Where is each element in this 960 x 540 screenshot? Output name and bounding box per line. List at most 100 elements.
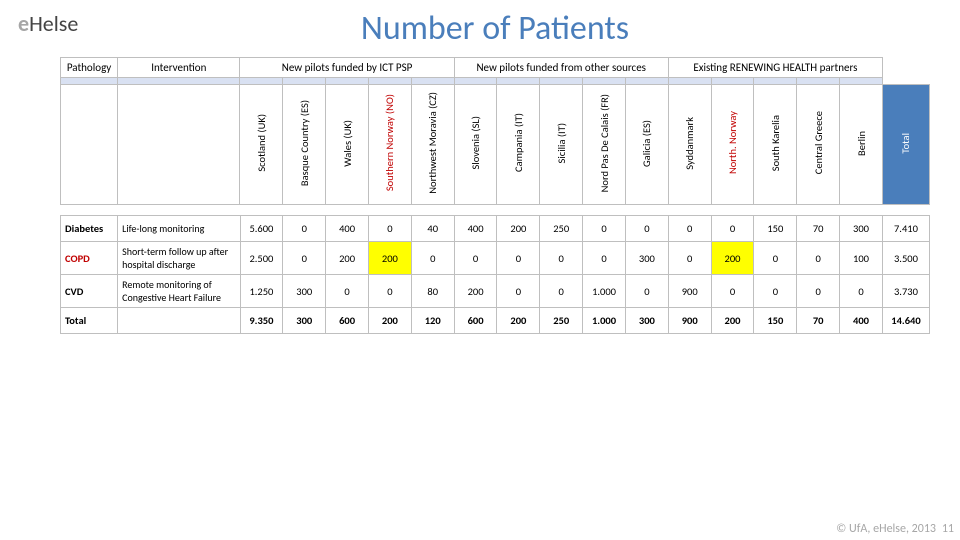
value-cell: 0 (540, 242, 583, 275)
value-cell: 0 (625, 216, 668, 242)
slide-content: Number of Patients Pathology Interventio… (60, 8, 930, 334)
value-cell: 0 (711, 216, 754, 242)
total-row: Total9.3503006002001206002002501.0003009… (61, 308, 930, 334)
total-value-cell: 600 (326, 308, 369, 334)
value-cell: 5.600 (240, 216, 283, 242)
value-cell: 400 (326, 216, 369, 242)
value-cell: 900 (668, 275, 711, 308)
row-total-cell: 3.500 (882, 242, 929, 275)
col-header-total: Total (882, 85, 929, 205)
blue-divider-row (61, 78, 930, 85)
total-value-cell: 300 (625, 308, 668, 334)
value-cell: 0 (583, 216, 626, 242)
value-cell: 0 (668, 242, 711, 275)
table-row: COPDShort-term follow up after hospital … (61, 242, 930, 275)
hdr-intervention: Intervention (118, 58, 240, 78)
col-header: South Karelia (754, 85, 797, 205)
col-header: Central Greece (797, 85, 840, 205)
value-cell: 0 (283, 242, 326, 275)
value-cell: 0 (668, 216, 711, 242)
value-cell: 200 (454, 275, 497, 308)
col-header: Galicia (ES) (625, 85, 668, 205)
value-cell: 300 (283, 275, 326, 308)
page-title: Number of Patients (60, 8, 930, 49)
total-value-cell: 400 (840, 308, 883, 334)
column-header-row: Scotland (UK)Basque Country (ES)Wales (U… (61, 85, 930, 205)
value-cell: 0 (497, 242, 540, 275)
intervention-cell: Remote monitoring of Congestive Heart Fa… (118, 275, 240, 308)
value-cell: 0 (411, 242, 454, 275)
value-cell: 0 (454, 242, 497, 275)
col-header: Syddanmark (668, 85, 711, 205)
total-value-cell: 150 (754, 308, 797, 334)
value-cell: 0 (754, 242, 797, 275)
value-cell: 250 (540, 216, 583, 242)
total-label-cell: Total (61, 308, 118, 334)
hdr-group1: New pilots funded by ICT PSP (240, 58, 454, 78)
hdr-group2: New pilots funded from other sources (454, 58, 668, 78)
pathology-cell: CVD (61, 275, 118, 308)
value-cell: 1.250 (240, 275, 283, 308)
row-total-cell: 3.730 (882, 275, 929, 308)
value-cell: 1.000 (583, 275, 626, 308)
value-cell: 0 (754, 275, 797, 308)
total-value-cell: 250 (540, 308, 583, 334)
value-cell: 80 (411, 275, 454, 308)
value-cell: 0 (797, 275, 840, 308)
value-cell: 300 (625, 242, 668, 275)
value-cell: 40 (411, 216, 454, 242)
intervention-cell: Short-term follow up after hospital disc… (118, 242, 240, 275)
table-row: CVDRemote monitoring of Congestive Heart… (61, 275, 930, 308)
group-header-row: Pathology Intervention New pilots funded… (61, 58, 930, 78)
col-header: Slovenia (SL) (454, 85, 497, 205)
value-cell: 2.500 (240, 242, 283, 275)
intervention-cell: Life-long monitoring (118, 216, 240, 242)
value-cell: 70 (797, 216, 840, 242)
grand-total-cell: 14.640 (882, 308, 929, 334)
total-value-cell: 1.000 (583, 308, 626, 334)
value-cell: 0 (326, 275, 369, 308)
value-cell: 200 (711, 242, 754, 275)
hdr-group3: Existing RENEWING HEALTH partners (668, 58, 882, 78)
total-value-cell: 200 (711, 308, 754, 334)
total-value-cell: 200 (368, 308, 411, 334)
value-cell: 0 (497, 275, 540, 308)
header-table: Pathology Intervention New pilots funded… (60, 57, 930, 205)
data-table: DiabetesLife-long monitoring5.6000400040… (60, 215, 930, 334)
value-cell: 0 (540, 275, 583, 308)
page-number: 11 (942, 522, 954, 536)
value-cell: 0 (711, 275, 754, 308)
total-value-cell: 9.350 (240, 308, 283, 334)
col-header: Wales (UK) (326, 85, 369, 205)
value-cell: 0 (797, 242, 840, 275)
value-cell: 0 (583, 242, 626, 275)
col-header: Southern Norway (NO) (368, 85, 411, 205)
total-value-cell: 300 (283, 308, 326, 334)
total-value-cell: 600 (454, 308, 497, 334)
value-cell: 100 (840, 242, 883, 275)
total-value-cell: 70 (797, 308, 840, 334)
value-cell: 0 (625, 275, 668, 308)
footer-copyright: © UfA, eHelse, 2013 (836, 522, 936, 536)
value-cell: 300 (840, 216, 883, 242)
col-header: Basque Country (ES) (283, 85, 326, 205)
value-cell: 200 (497, 216, 540, 242)
value-cell: 0 (283, 216, 326, 242)
row-total-cell: 7.410 (882, 216, 929, 242)
total-value-cell: 120 (411, 308, 454, 334)
value-cell: 0 (368, 275, 411, 308)
value-cell: 400 (454, 216, 497, 242)
col-header: Scotland (UK) (240, 85, 283, 205)
col-header: North. Norway (711, 85, 754, 205)
col-header: Campania (IT) (497, 85, 540, 205)
col-header: Northwest Moravia (CZ) (411, 85, 454, 205)
pathology-cell: Diabetes (61, 216, 118, 242)
value-cell: 200 (368, 242, 411, 275)
col-header: Sicilia (IT) (540, 85, 583, 205)
hdr-pathology: Pathology (61, 58, 118, 78)
value-cell: 0 (840, 275, 883, 308)
pathology-cell: COPD (61, 242, 118, 275)
table-row: DiabetesLife-long monitoring5.6000400040… (61, 216, 930, 242)
value-cell: 150 (754, 216, 797, 242)
col-header: Nord Pas De Calais (FR) (583, 85, 626, 205)
